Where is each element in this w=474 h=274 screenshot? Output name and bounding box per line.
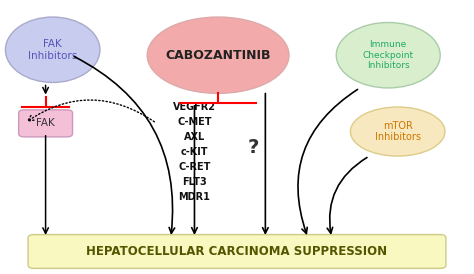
Ellipse shape bbox=[336, 22, 440, 88]
Ellipse shape bbox=[147, 17, 289, 93]
Text: C-RET: C-RET bbox=[178, 162, 210, 172]
Text: FAK
Inhibitors: FAK Inhibitors bbox=[28, 39, 77, 61]
FancyBboxPatch shape bbox=[18, 110, 73, 137]
Text: mTOR
Inhibitors: mTOR Inhibitors bbox=[374, 121, 421, 142]
Ellipse shape bbox=[350, 107, 445, 156]
FancyBboxPatch shape bbox=[28, 235, 446, 269]
Text: c-KIT: c-KIT bbox=[181, 147, 208, 157]
Text: FAK: FAK bbox=[36, 118, 55, 129]
Text: AXL: AXL bbox=[184, 132, 205, 142]
Ellipse shape bbox=[5, 17, 100, 82]
Text: C-MET: C-MET bbox=[177, 117, 212, 127]
Text: HEPATOCELLULAR CARCINOMA SUPPRESSION: HEPATOCELLULAR CARCINOMA SUPPRESSION bbox=[86, 245, 388, 258]
Text: Immune
Checkpoint
Inhibitors: Immune Checkpoint Inhibitors bbox=[363, 40, 414, 70]
Text: ?: ? bbox=[248, 138, 259, 157]
Text: MDR1: MDR1 bbox=[179, 192, 210, 202]
Text: FLT3: FLT3 bbox=[182, 177, 207, 187]
Text: CABOZANTINIB: CABOZANTINIB bbox=[165, 49, 271, 62]
Text: VEGFR2: VEGFR2 bbox=[173, 102, 216, 112]
